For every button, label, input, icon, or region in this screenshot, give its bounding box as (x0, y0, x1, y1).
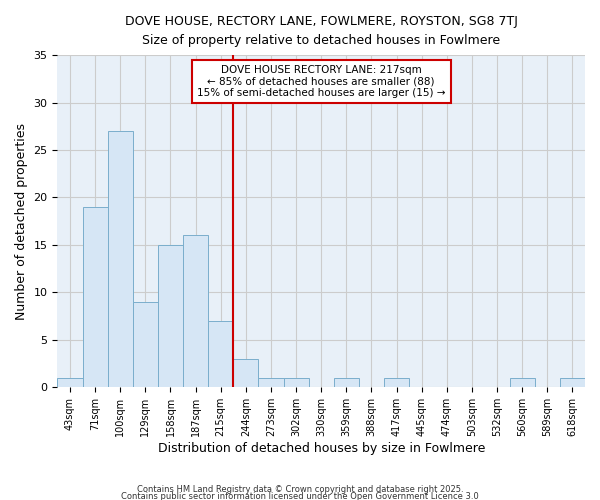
Text: Contains public sector information licensed under the Open Government Licence 3.: Contains public sector information licen… (121, 492, 479, 500)
Bar (208, 321, 233, 388)
Text: DOVE HOUSE RECTORY LANE: 217sqm
← 85% of detached houses are smaller (88)
15% of: DOVE HOUSE RECTORY LANE: 217sqm ← 85% of… (197, 65, 445, 98)
Bar (233, 359, 259, 388)
Bar (107, 131, 133, 388)
Title: DOVE HOUSE, RECTORY LANE, FOWLMERE, ROYSTON, SG8 7TJ
Size of property relative t: DOVE HOUSE, RECTORY LANE, FOWLMERE, ROYS… (125, 15, 518, 47)
Bar (284, 378, 308, 388)
Bar (509, 378, 535, 388)
Bar (334, 378, 359, 388)
Bar (560, 378, 585, 388)
Y-axis label: Number of detached properties: Number of detached properties (15, 122, 28, 320)
X-axis label: Distribution of detached houses by size in Fowlmere: Distribution of detached houses by size … (158, 442, 485, 455)
Text: Contains HM Land Registry data © Crown copyright and database right 2025.: Contains HM Land Registry data © Crown c… (137, 486, 463, 494)
Bar (158, 245, 183, 388)
Bar (133, 302, 158, 388)
Bar (83, 207, 107, 388)
Bar (259, 378, 284, 388)
Bar (183, 236, 208, 388)
Bar (384, 378, 409, 388)
Bar (58, 378, 83, 388)
